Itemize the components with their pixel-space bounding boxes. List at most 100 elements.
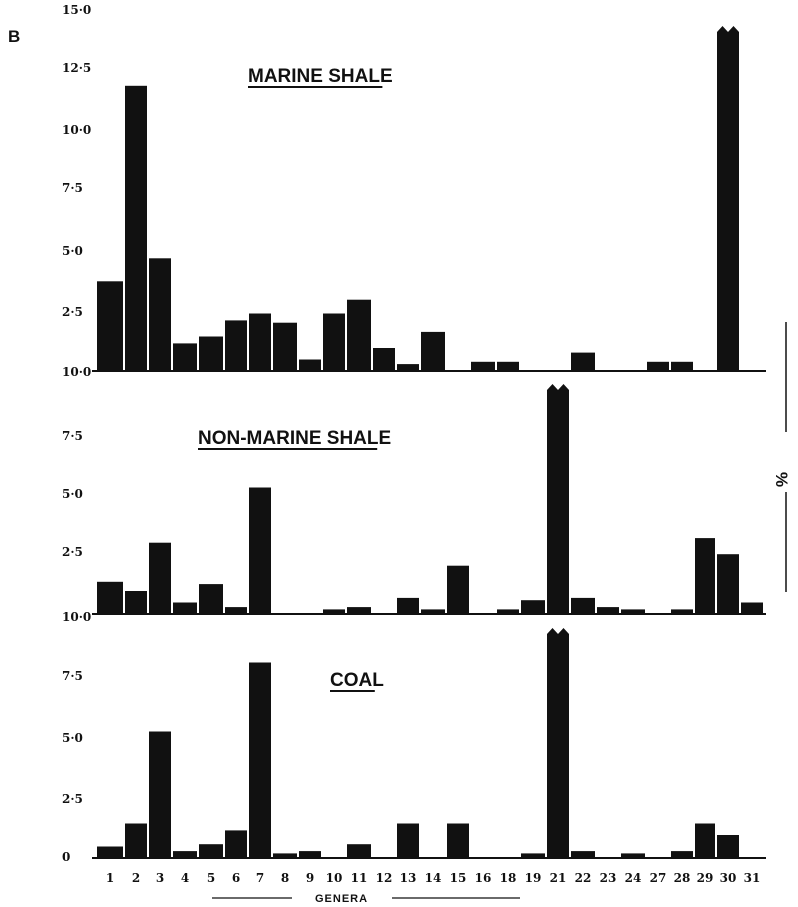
category-label: 18 (500, 871, 517, 885)
bar (273, 322, 297, 371)
y-tick-label: 7·5 (62, 669, 83, 683)
category-label: 12 (376, 871, 393, 885)
y-tick-label: 5·0 (62, 487, 83, 501)
bar (347, 607, 371, 614)
bar (717, 835, 739, 858)
category-label: 10 (326, 871, 343, 885)
x-axis-label: GENERA (315, 893, 368, 905)
bar (571, 851, 595, 858)
category-label: 7 (256, 871, 264, 885)
unit-label: % (772, 472, 791, 487)
bar (671, 851, 693, 858)
category-label: 15 (450, 871, 467, 885)
bar (347, 844, 371, 858)
bar (173, 343, 197, 371)
y-tick-label: 5·0 (62, 244, 83, 258)
bar (571, 597, 595, 614)
bar (249, 487, 271, 614)
category-label: 30 (720, 871, 737, 885)
bar (249, 662, 271, 858)
bar (173, 602, 197, 614)
bar (225, 320, 247, 371)
y-tick-label: 0 (62, 850, 70, 864)
category-label: 16 (475, 871, 492, 885)
category-label: 11 (351, 871, 368, 885)
y-tick-label: 7·5 (62, 429, 83, 443)
bar (571, 352, 595, 371)
bar (273, 853, 297, 858)
bar (521, 853, 545, 858)
y-tick-label: 5·0 (62, 731, 83, 745)
category-label: 27 (650, 871, 667, 885)
bar (671, 361, 693, 371)
panel-title: MARINE SHALE (248, 66, 393, 87)
category-labels: 1 2 3 4 5 6 7 8 9 10 11 12 13 14 15 16 18 19 21 22 23 24 27 28 2… (106, 871, 761, 885)
bar (597, 607, 619, 614)
bar (497, 361, 519, 371)
bar (199, 584, 223, 614)
bar (299, 851, 321, 858)
y-tick-label: 2·5 (62, 792, 83, 806)
bar-broken (717, 26, 739, 371)
y-tick-label: 15·0 (62, 3, 91, 17)
bar (149, 731, 171, 858)
bar (717, 554, 739, 614)
panel-title: COAL (330, 670, 384, 691)
bar (671, 609, 693, 614)
y-tick-label: 2·5 (62, 305, 83, 319)
category-label: 9 (306, 871, 314, 885)
bar (421, 609, 445, 614)
category-label: 23 (600, 871, 617, 885)
bar (173, 851, 197, 858)
panel-3: 7·5 5·0 2·5 0 COAL (62, 628, 766, 864)
bar-broken (547, 628, 569, 858)
category-label: 28 (674, 871, 691, 885)
panel-2: 7·5 5·0 2·5 10·0 NON-MARINE SHALE (62, 384, 766, 624)
bar (323, 609, 345, 614)
bar (397, 364, 419, 371)
category-label: 3 (156, 871, 164, 885)
bar (373, 348, 395, 371)
y-tick-label: 2·5 (62, 545, 83, 559)
category-label: 21 (550, 871, 567, 885)
bar (199, 844, 223, 858)
bar (149, 258, 171, 371)
y-tick-label: 10·0 (62, 123, 91, 137)
category-label: 14 (425, 871, 442, 885)
panel-label: B (8, 27, 20, 46)
y-tick-label: 7·5 (62, 181, 83, 195)
category-label: 13 (400, 871, 417, 885)
category-label: 24 (625, 871, 642, 885)
bar (125, 823, 147, 858)
bar (741, 602, 763, 614)
bar (199, 336, 223, 371)
bar (447, 823, 469, 858)
bar (695, 823, 715, 858)
category-label: 8 (281, 871, 289, 885)
chart-panels: 15·0 12·5 10·0 7·5 5·0 2·5 10·0 MARINE SHALE 7·5… (62, 3, 766, 864)
bar (397, 823, 419, 858)
bar (125, 591, 147, 614)
bar (97, 581, 123, 614)
bar (97, 846, 123, 858)
bar (249, 313, 271, 371)
bar (421, 331, 445, 371)
bar (347, 299, 371, 371)
category-label: 4 (181, 871, 189, 885)
bar (497, 609, 519, 614)
bar (299, 359, 321, 371)
category-label: 6 (232, 871, 240, 885)
category-label: 5 (207, 871, 215, 885)
bar (125, 85, 147, 372)
bar (323, 313, 345, 371)
bar (621, 609, 645, 614)
panel-title: NON-MARINE SHALE (198, 428, 391, 449)
bar (647, 361, 669, 371)
y-tick-label: 10·0 (62, 610, 91, 624)
bar (397, 597, 419, 614)
bar (97, 281, 123, 371)
bar-broken (547, 384, 569, 614)
bar (447, 565, 469, 614)
category-label: 1 (106, 871, 114, 885)
